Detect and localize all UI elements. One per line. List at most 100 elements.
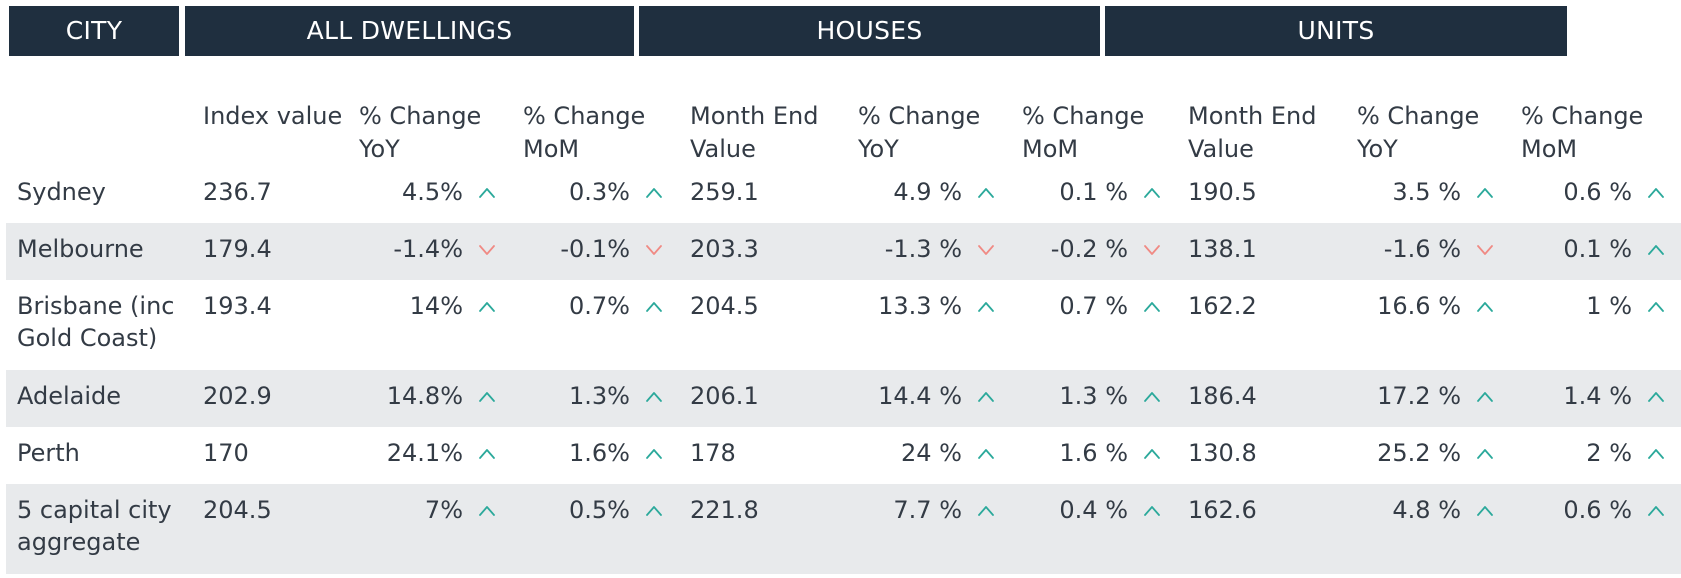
ad-mom-change: 0.3% [512, 166, 679, 223]
house-month-end-value: 206.1 [679, 370, 847, 427]
table-row: 5 capital city aggregate 204.5 7% 0.5% 221.8… [6, 484, 1681, 574]
column-header-h-value: Month End Value [690, 102, 819, 163]
house-month-end-value-value: 259.1 [690, 178, 759, 206]
unit-yoy-change-value: 25.2 % [1377, 439, 1461, 467]
city-name: Brisbane (inc Gold Coast) [6, 280, 192, 370]
data-table: Index value % Change YoY % Change MoM Mo… [6, 77, 1681, 574]
column-header-ad-yoy: % Change YoY [359, 102, 482, 163]
house-month-end-value: 259.1 [679, 166, 847, 223]
house-month-end-value-value: 178 [690, 439, 736, 467]
house-mom-change: 0.1 % [1011, 166, 1177, 223]
trend-up-icon [637, 176, 671, 208]
group-header-units: UNITS [1105, 6, 1567, 56]
house-month-end-value: 221.8 [679, 484, 847, 574]
city-name: Sydney [6, 166, 192, 223]
unit-yoy-change-value: 3.5 % [1392, 178, 1461, 206]
trend-down-icon [969, 233, 1003, 265]
ad-mom-change: 1.6% [512, 427, 679, 484]
house-yoy-change-value: 7.7 % [893, 496, 962, 524]
unit-mom-change-value: 0.6 % [1563, 496, 1632, 524]
house-mom-change-value: 1.3 % [1059, 382, 1128, 410]
house-month-end-value: 203.3 [679, 223, 847, 280]
trend-up-icon [470, 290, 504, 322]
trend-down-icon [1468, 233, 1502, 265]
trend-up-icon [1639, 437, 1673, 469]
ad-index-value: 236.7 [192, 166, 348, 223]
unit-mom-change-value: 0.1 % [1563, 235, 1632, 263]
ad-yoy-change-value: 14% [409, 292, 463, 320]
city-name: Perth [6, 427, 192, 484]
unit-month-end-value: 162.6 [1177, 484, 1346, 574]
unit-yoy-change-value: 17.2 % [1377, 382, 1461, 410]
ad-index-value: 179.4 [192, 223, 348, 280]
ad-yoy-change-value: 7% [424, 496, 463, 524]
house-mom-change: 1.3 % [1011, 370, 1177, 427]
unit-yoy-change: 16.6 % [1346, 280, 1510, 370]
trend-up-icon [1468, 176, 1502, 208]
column-header-row: Index value % Change YoY % Change MoM Mo… [6, 77, 1681, 166]
house-yoy-change: -1.3 % [847, 223, 1011, 280]
column-header-city [6, 77, 192, 166]
unit-mom-change: 0.6 % [1510, 484, 1681, 574]
trend-up-icon [1639, 494, 1673, 526]
ad-index-value-value: 170 [203, 439, 249, 467]
table-row: Melbourne 179.4 -1.4% -0.1% 203.3 -1.3 % -0.2 … [6, 223, 1681, 280]
house-mom-change: 0.4 % [1011, 484, 1177, 574]
ad-index-value-value: 236.7 [203, 178, 272, 206]
ad-mom-change: 0.7% [512, 280, 679, 370]
unit-mom-change-value: 1 % [1586, 292, 1632, 320]
city-name: 5 capital city aggregate [6, 484, 192, 574]
house-mom-change: -0.2 % [1011, 223, 1177, 280]
house-mom-change: 0.7 % [1011, 280, 1177, 370]
trend-up-icon [969, 380, 1003, 412]
group-header-houses: HOUSES [639, 6, 1100, 56]
city-name: Melbourne [6, 223, 192, 280]
trend-up-icon [1135, 380, 1169, 412]
unit-yoy-change: 17.2 % [1346, 370, 1510, 427]
trend-up-icon [637, 494, 671, 526]
ad-mom-change-value: 1.6% [569, 439, 630, 467]
ad-index-value-value: 193.4 [203, 292, 272, 320]
trend-up-icon [637, 380, 671, 412]
ad-mom-change: 0.5% [512, 484, 679, 574]
trend-up-icon [1639, 290, 1673, 322]
unit-mom-change: 2 % [1510, 427, 1681, 484]
unit-mom-change: 0.6 % [1510, 166, 1681, 223]
trend-up-icon [470, 494, 504, 526]
house-yoy-change: 7.7 % [847, 484, 1011, 574]
house-yoy-change: 14.4 % [847, 370, 1011, 427]
column-header-u-yoy: % Change YoY [1357, 102, 1480, 163]
trend-up-icon [1639, 233, 1673, 265]
ad-index-value: 204.5 [192, 484, 348, 574]
house-month-end-value: 204.5 [679, 280, 847, 370]
house-yoy-change-value: 14.4 % [878, 382, 962, 410]
city-name-value: Sydney [17, 178, 106, 206]
ad-mom-change-value: 0.5% [569, 496, 630, 524]
ad-index-value: 193.4 [192, 280, 348, 370]
city-name-value: 5 capital city aggregate [17, 496, 172, 556]
unit-month-end-value: 130.8 [1177, 427, 1346, 484]
house-yoy-change: 24 % [847, 427, 1011, 484]
trend-down-icon [1135, 233, 1169, 265]
house-yoy-change-value: 4.9 % [893, 178, 962, 206]
ad-mom-change: 1.3% [512, 370, 679, 427]
unit-month-end-value-value: 138.1 [1188, 235, 1257, 263]
ad-mom-change-value: -0.1% [560, 235, 630, 263]
trend-down-icon [470, 233, 504, 265]
ad-yoy-change: -1.4% [348, 223, 512, 280]
column-header-h-yoy: % Change YoY [858, 102, 981, 163]
group-header-all-dwellings: ALL DWELLINGS [185, 6, 634, 56]
house-yoy-change: 13.3 % [847, 280, 1011, 370]
ad-index-value-value: 204.5 [203, 496, 272, 524]
house-month-end-value: 178 [679, 427, 847, 484]
ad-mom-change: -0.1% [512, 223, 679, 280]
ad-index-value: 170 [192, 427, 348, 484]
trend-up-icon [1135, 494, 1169, 526]
trend-up-icon [1135, 176, 1169, 208]
house-mom-change-value: 1.6 % [1059, 439, 1128, 467]
column-header-ad-mom: % Change MoM [523, 102, 646, 163]
table-row: Perth 170 24.1% 1.6% 178 24 % 1.6 % 130.8 25.2 %… [6, 427, 1681, 484]
trend-up-icon [969, 494, 1003, 526]
house-month-end-value-value: 206.1 [690, 382, 759, 410]
unit-mom-change-value: 0.6 % [1563, 178, 1632, 206]
